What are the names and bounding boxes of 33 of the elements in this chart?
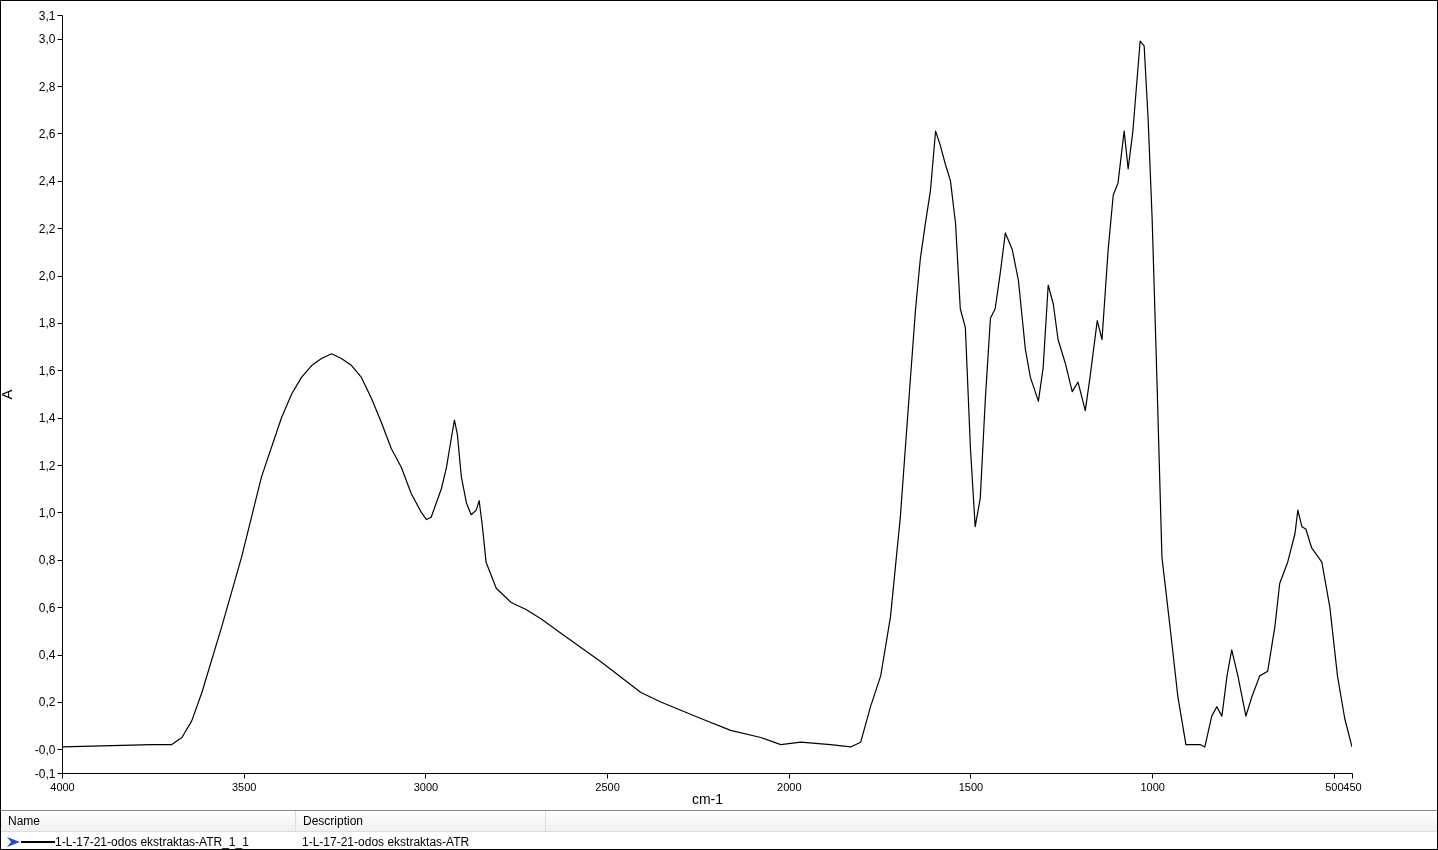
x-tick-label: 1000 (1140, 780, 1165, 793)
x-tick-label: 2000 (777, 780, 802, 793)
x-tick-label: 2500 (595, 780, 620, 793)
y-tick-label: 1,2 (38, 458, 56, 473)
x-tick-label: 500 (1325, 780, 1344, 793)
y-tick-label: -0,0 (34, 742, 56, 757)
y-tick-label: 2,2 (38, 221, 56, 236)
y-tick-label: 0,4 (38, 648, 56, 663)
y-tick-label: 2,4 (38, 174, 56, 189)
y-tick-label: 1,0 (38, 505, 56, 520)
legend-label: 1-L-17-21-odos ekstraktas-ATR_1_1 (55, 835, 249, 849)
y-tick-label: 3,0 (38, 32, 56, 47)
y-tick-label: 0,6 (38, 600, 56, 615)
x-tick-label: 1500 (958, 780, 984, 793)
text: Description (296, 811, 546, 831)
y-tick-label: 2,6 (38, 126, 56, 141)
x-tick-label: 3500 (231, 780, 257, 793)
text: 1-L-17-21-odos ekstraktas-ATR (301, 835, 471, 849)
x-tick-label: 450 (1343, 780, 1362, 793)
y-tick-label: -0,1 (34, 766, 56, 781)
x-tick-label: 4000 (50, 780, 75, 793)
y-tick-label: 0,2 (38, 695, 56, 710)
y-tick-label: 2,8 (38, 79, 56, 94)
y-tick-label: 1,4 (38, 411, 56, 426)
y-tick-label: 1,8 (38, 316, 56, 331)
y-tick-label: 2,0 (38, 269, 56, 284)
x-axis-title: cm-1 (691, 790, 724, 807)
legend-title: Name (1, 811, 296, 831)
y-tick-label: 3,1 (38, 8, 56, 23)
y-tick-label: 0,8 (38, 553, 56, 568)
y-tick-label: 1,6 (38, 363, 56, 378)
x-tick-label: 3000 (413, 780, 439, 793)
y-axis-title: A (0, 389, 15, 400)
